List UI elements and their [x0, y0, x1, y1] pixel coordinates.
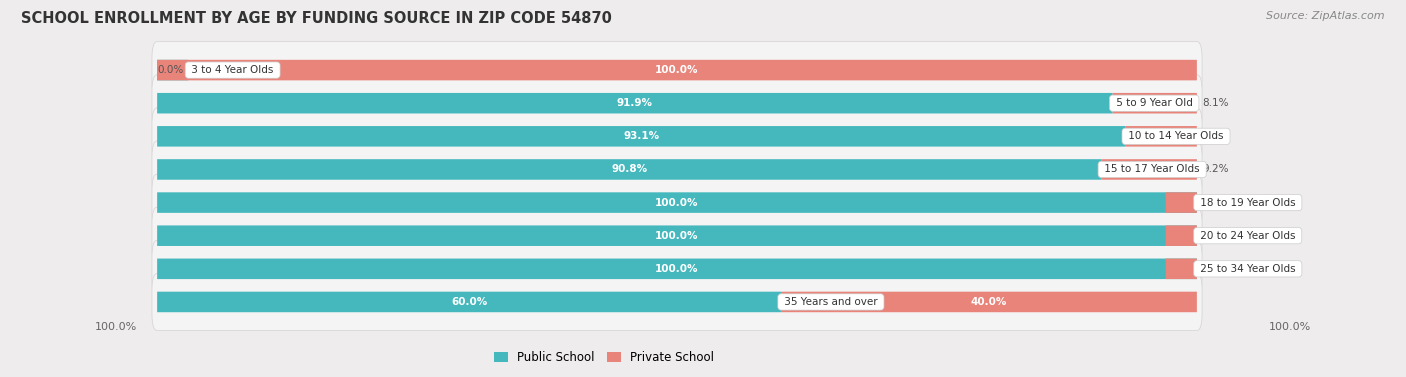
FancyBboxPatch shape: [157, 60, 188, 80]
Text: 0.0%: 0.0%: [157, 65, 183, 75]
Text: Source: ZipAtlas.com: Source: ZipAtlas.com: [1267, 11, 1385, 21]
Text: 6.9%: 6.9%: [1202, 131, 1229, 141]
FancyBboxPatch shape: [152, 174, 1202, 231]
Text: 90.8%: 90.8%: [612, 164, 647, 175]
Text: 40.0%: 40.0%: [970, 297, 1007, 307]
Text: 3 to 4 Year Olds: 3 to 4 Year Olds: [188, 65, 277, 75]
Legend: Public School, Private School: Public School, Private School: [489, 346, 718, 369]
Text: 100.0%: 100.0%: [655, 198, 699, 208]
FancyBboxPatch shape: [1166, 225, 1197, 246]
FancyBboxPatch shape: [157, 60, 1197, 80]
FancyBboxPatch shape: [152, 41, 1202, 98]
Text: 25 to 34 Year Olds: 25 to 34 Year Olds: [1197, 264, 1299, 274]
FancyBboxPatch shape: [1125, 126, 1197, 147]
Text: 15 to 17 Year Olds: 15 to 17 Year Olds: [1101, 164, 1204, 175]
Text: 8.1%: 8.1%: [1202, 98, 1229, 108]
Text: 60.0%: 60.0%: [451, 297, 488, 307]
FancyBboxPatch shape: [1166, 259, 1197, 279]
FancyBboxPatch shape: [157, 225, 1197, 246]
Text: 100.0%: 100.0%: [94, 322, 136, 332]
FancyBboxPatch shape: [152, 207, 1202, 264]
Text: 100.0%: 100.0%: [1270, 322, 1312, 332]
Text: 0.0%: 0.0%: [1202, 264, 1229, 274]
FancyBboxPatch shape: [157, 93, 1112, 113]
FancyBboxPatch shape: [157, 126, 1125, 147]
FancyBboxPatch shape: [152, 241, 1202, 297]
Text: 0.0%: 0.0%: [1202, 231, 1229, 241]
FancyBboxPatch shape: [152, 75, 1202, 132]
Text: 91.9%: 91.9%: [617, 98, 652, 108]
FancyBboxPatch shape: [152, 273, 1202, 330]
Text: SCHOOL ENROLLMENT BY AGE BY FUNDING SOURCE IN ZIP CODE 54870: SCHOOL ENROLLMENT BY AGE BY FUNDING SOUR…: [21, 11, 612, 26]
Text: 35 Years and over: 35 Years and over: [780, 297, 880, 307]
Text: 100.0%: 100.0%: [655, 65, 699, 75]
Text: 0.0%: 0.0%: [1202, 198, 1229, 208]
FancyBboxPatch shape: [152, 141, 1202, 198]
FancyBboxPatch shape: [1101, 159, 1197, 180]
Text: 93.1%: 93.1%: [623, 131, 659, 141]
Text: 20 to 24 Year Olds: 20 to 24 Year Olds: [1197, 231, 1299, 241]
Text: 5 to 9 Year Old: 5 to 9 Year Old: [1112, 98, 1195, 108]
FancyBboxPatch shape: [1112, 93, 1197, 113]
Text: 10 to 14 Year Olds: 10 to 14 Year Olds: [1125, 131, 1227, 141]
Text: 9.2%: 9.2%: [1202, 164, 1229, 175]
Text: 100.0%: 100.0%: [655, 231, 699, 241]
FancyBboxPatch shape: [152, 108, 1202, 165]
FancyBboxPatch shape: [157, 159, 1101, 180]
Text: 100.0%: 100.0%: [655, 264, 699, 274]
FancyBboxPatch shape: [157, 259, 1197, 279]
FancyBboxPatch shape: [780, 292, 1197, 312]
FancyBboxPatch shape: [1166, 192, 1197, 213]
FancyBboxPatch shape: [157, 292, 780, 312]
Text: 18 to 19 Year Olds: 18 to 19 Year Olds: [1197, 198, 1299, 208]
FancyBboxPatch shape: [157, 192, 1197, 213]
